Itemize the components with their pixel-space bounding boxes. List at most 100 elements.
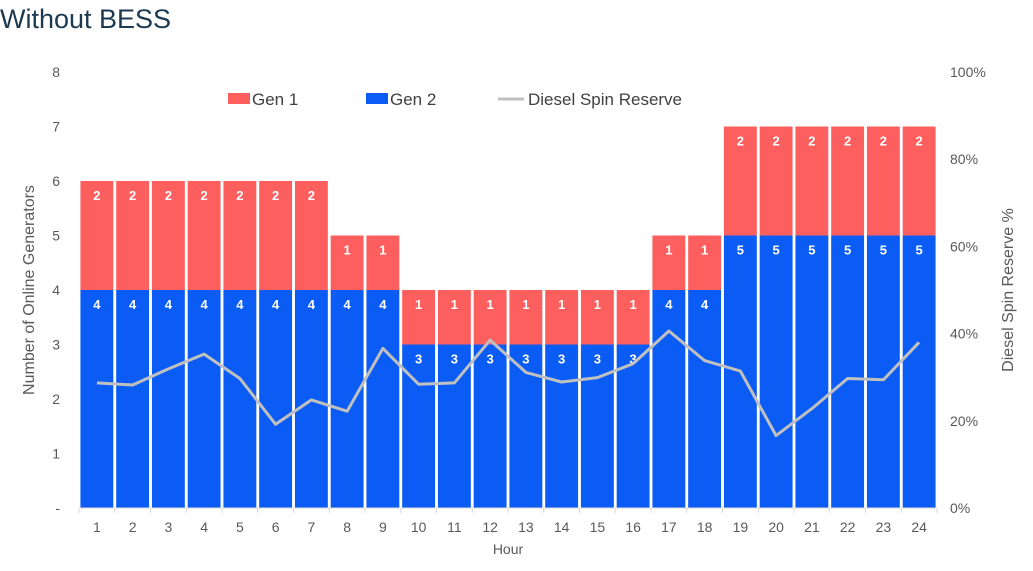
y2-tick-label: 20% <box>950 413 978 429</box>
legend-swatch <box>366 93 388 104</box>
bar-gen-1 <box>866 126 900 236</box>
x-tick-label: 9 <box>379 519 387 535</box>
legend-item: Gen 1 <box>228 90 298 109</box>
bar-value-label: 3 <box>487 352 494 367</box>
x-tick-label: 22 <box>840 519 856 535</box>
bar-value-label: 3 <box>594 352 601 367</box>
bar-value-label: 2 <box>808 134 815 149</box>
bar-value-label: 4 <box>308 297 316 312</box>
bar-gen-1 <box>294 181 328 290</box>
bar-value-label: 2 <box>165 188 172 203</box>
x-tick-label: 3 <box>164 519 172 535</box>
bar-gen-1 <box>509 290 543 345</box>
bar-value-label: 4 <box>701 297 709 312</box>
spin-reserve-layer <box>96 329 921 438</box>
bar-value-label: 2 <box>844 134 851 149</box>
bar-value-label: 5 <box>808 243 815 258</box>
y-tick-label: 3 <box>52 337 60 353</box>
bar-value-label: 4 <box>201 297 209 312</box>
legend-label: Gen 1 <box>252 90 298 109</box>
bar-value-label: 4 <box>129 297 137 312</box>
y-tick-label: 2 <box>52 391 60 407</box>
x-tick-label: 1 <box>93 519 101 535</box>
bar-gen-1 <box>223 181 257 290</box>
y-tick-label: - <box>55 500 60 516</box>
y2-axis-title: Diesel Spin Reserve % <box>1000 208 1017 372</box>
bar-value-label: 5 <box>880 243 887 258</box>
bar-value-label: 3 <box>522 352 529 367</box>
bar-gen-2 <box>759 235 793 508</box>
legend-item: Diesel Spin Reserve <box>498 90 682 109</box>
bar-gen-2 <box>831 235 865 508</box>
bar-gen-2 <box>151 290 185 508</box>
bar-gen-1 <box>366 235 400 290</box>
y-tick-label: 4 <box>52 282 60 298</box>
bar-value-label: 3 <box>415 352 422 367</box>
bar-gen-1 <box>80 181 114 290</box>
bar-value-label: 5 <box>916 243 923 258</box>
bar-gen-1 <box>652 235 686 290</box>
right-axis-ticks: 0% 20% 40% 60% 80% 100% <box>950 64 986 516</box>
bar-gen-2 <box>187 290 221 508</box>
bar-gen-1 <box>723 126 757 236</box>
y2-tick-label: 0% <box>950 500 970 516</box>
bar-gen-1 <box>330 235 364 290</box>
bar-value-label: 2 <box>201 188 208 203</box>
x-tick-label: 8 <box>343 519 351 535</box>
x-tick-label: 18 <box>697 519 713 535</box>
bar-gen-1 <box>831 126 865 236</box>
bar-gen-1 <box>116 181 150 290</box>
bar-value-label: 5 <box>737 243 744 258</box>
y-tick-label: 7 <box>52 119 60 135</box>
bar-gen-2 <box>545 344 579 508</box>
bar-value-label: 1 <box>487 297 494 312</box>
bar-gen-1 <box>759 126 793 236</box>
x-tick-label: 14 <box>554 519 570 535</box>
bars <box>80 126 936 508</box>
bar-gen-2 <box>795 235 829 508</box>
bar-gen-1 <box>151 181 185 290</box>
bar-gen-1 <box>616 290 650 345</box>
y2-tick-label: 80% <box>950 151 978 167</box>
legend-item: Gen 2 <box>366 90 436 109</box>
bar-gen-1 <box>580 290 614 345</box>
x-tick-label: 4 <box>200 519 208 535</box>
x-tick-label: 20 <box>768 519 784 535</box>
bar-gen-2 <box>116 290 150 508</box>
bar-gen-1 <box>688 235 722 290</box>
bar-value-label: 2 <box>129 188 136 203</box>
bar-value-label: 1 <box>665 243 672 258</box>
bar-value-label: 4 <box>272 297 280 312</box>
x-tick-label: 7 <box>307 519 315 535</box>
x-tick-label: 12 <box>482 519 498 535</box>
x-axis-ticks: 1 2 3 4 5 6 7 8 9 10 11 12 13 14 15 16 17 18 19 20 21 22 23 24 <box>78 507 938 535</box>
bar-value-label: 4 <box>379 297 387 312</box>
left-axis-ticks: - 1 2 3 4 5 6 7 8 <box>52 64 60 516</box>
x-tick-label: 11 <box>447 519 462 535</box>
bar-gen-2 <box>330 290 364 508</box>
bar-gen-2 <box>580 344 614 508</box>
bar-value-label: 4 <box>93 297 101 312</box>
x-tick-label: 2 <box>129 519 137 535</box>
bar-value-label: 1 <box>558 297 565 312</box>
y-axis-title: Number of Online Generators <box>21 185 38 395</box>
bar-value-label: 4 <box>165 297 173 312</box>
bar-value-label: 2 <box>236 188 243 203</box>
bar-value-label: 1 <box>379 243 386 258</box>
bar-value-label: 2 <box>773 134 780 149</box>
legend: Gen 1 Gen 2 Diesel Spin Reserve <box>228 90 682 109</box>
x-tick-label: 6 <box>272 519 280 535</box>
bar-gen-2 <box>80 290 114 508</box>
bar-value-label: 3 <box>558 352 565 367</box>
bar-value-label: 2 <box>272 188 279 203</box>
y2-tick-label: 100% <box>950 64 986 80</box>
bar-gen-2 <box>902 235 936 508</box>
page-title: Without BESS <box>0 4 172 34</box>
spin-reserve-line <box>96 329 921 438</box>
bar-value-label: 2 <box>93 188 100 203</box>
bar-gen-2 <box>616 344 650 508</box>
bar-value-label: 2 <box>308 188 315 203</box>
bar-gen-1 <box>259 181 293 290</box>
legend-label: Gen 2 <box>390 90 436 109</box>
